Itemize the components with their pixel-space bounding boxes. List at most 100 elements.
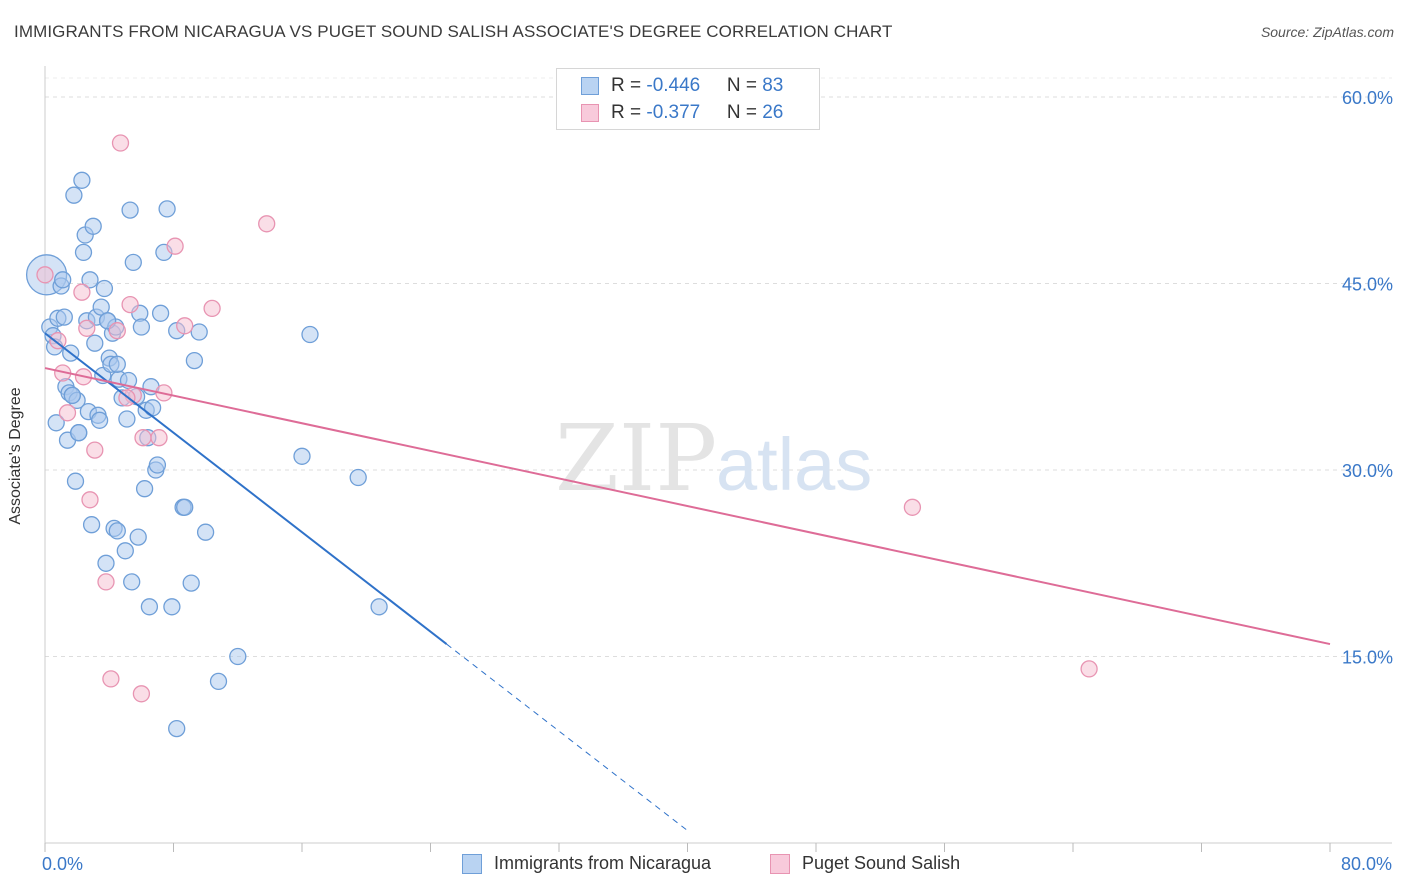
grid-lines bbox=[45, 77, 1392, 657]
data-point bbox=[49, 332, 67, 350]
data-point bbox=[81, 491, 99, 509]
r-label: R = bbox=[611, 75, 647, 96]
n-label: N = bbox=[726, 75, 763, 96]
watermark-atlas: atlas bbox=[716, 423, 872, 506]
data-point bbox=[182, 574, 200, 592]
series-legend: Immigrants from Nicaragua Puget Sound Sa… bbox=[0, 852, 1406, 878]
data-point bbox=[258, 215, 276, 233]
data-point bbox=[108, 522, 126, 540]
r-label: R = bbox=[611, 102, 647, 123]
data-point bbox=[82, 516, 101, 534]
data-point bbox=[158, 200, 176, 218]
data-point bbox=[102, 670, 120, 688]
legend-swatch-pink bbox=[770, 854, 790, 874]
source-credit: Source: ZipAtlas.com bbox=[1260, 24, 1394, 40]
n-value: 83 bbox=[762, 75, 784, 96]
data-point bbox=[70, 424, 88, 442]
data-point bbox=[66, 472, 85, 490]
data-point bbox=[229, 647, 247, 666]
n-value: 26 bbox=[762, 102, 784, 123]
data-point bbox=[135, 480, 154, 498]
legend-label-nicaragua: Immigrants from Nicaragua bbox=[494, 853, 712, 873]
stats-swatch-blue bbox=[581, 77, 599, 95]
x-tick-min: 0.0% bbox=[42, 854, 84, 874]
data-point bbox=[111, 134, 130, 152]
n-label: N = bbox=[726, 102, 763, 123]
data-point bbox=[63, 386, 81, 405]
data-point bbox=[73, 283, 91, 301]
data-point bbox=[121, 201, 139, 219]
chart-title: IMMIGRANTS FROM NICARAGUA VS PUGET SOUND… bbox=[14, 22, 893, 41]
y-tick-label: 30.0% bbox=[1342, 461, 1393, 481]
data-point bbox=[36, 266, 54, 284]
r-value: -0.446 bbox=[646, 75, 701, 96]
axes bbox=[44, 66, 1392, 852]
data-point bbox=[47, 414, 65, 432]
legend-swatch-blue bbox=[462, 854, 482, 874]
data-point bbox=[108, 322, 126, 340]
data-point bbox=[301, 325, 319, 344]
trend-line-nicaragua-extension bbox=[446, 643, 688, 831]
y-tick-label: 60.0% bbox=[1342, 88, 1393, 108]
data-point bbox=[134, 429, 152, 447]
series-salish-points bbox=[36, 134, 1098, 703]
y-axis-label: Associate's Degree bbox=[7, 387, 24, 525]
legend-label-salish: Puget Sound Salish bbox=[802, 853, 961, 873]
watermark: ZIP atlas bbox=[555, 405, 872, 512]
data-point bbox=[86, 441, 104, 459]
y-tick-label: 15.0% bbox=[1342, 648, 1393, 668]
data-point bbox=[123, 573, 141, 591]
data-point bbox=[118, 410, 136, 428]
data-point bbox=[903, 498, 922, 516]
data-point bbox=[150, 429, 168, 447]
stats-swatch-pink bbox=[581, 104, 599, 122]
data-point bbox=[163, 598, 181, 616]
data-point bbox=[148, 456, 167, 474]
data-point bbox=[185, 351, 204, 370]
data-point bbox=[65, 186, 83, 204]
data-point bbox=[209, 672, 228, 691]
data-point bbox=[176, 317, 194, 335]
data-point bbox=[97, 554, 115, 572]
data-point bbox=[151, 304, 170, 322]
data-point bbox=[124, 253, 142, 272]
data-point bbox=[108, 355, 126, 373]
data-point bbox=[84, 217, 102, 235]
data-point bbox=[58, 404, 77, 422]
trend-line-salish bbox=[44, 367, 1331, 646]
data-point bbox=[166, 237, 184, 255]
data-point bbox=[86, 334, 104, 352]
trend-lines bbox=[44, 332, 1331, 831]
data-point bbox=[90, 411, 109, 429]
y-tick-label: 45.0% bbox=[1342, 275, 1393, 295]
data-point bbox=[132, 318, 151, 336]
data-point bbox=[349, 468, 367, 487]
r-value: -0.377 bbox=[646, 102, 701, 123]
data-point bbox=[176, 498, 194, 516]
y-tick-labels: 15.0% 30.0% 45.0% 60.0% bbox=[1342, 88, 1393, 668]
data-point bbox=[196, 523, 215, 541]
data-point bbox=[168, 719, 186, 738]
data-point bbox=[95, 279, 114, 298]
data-point bbox=[97, 573, 115, 591]
data-point bbox=[54, 271, 72, 289]
data-point bbox=[129, 528, 147, 546]
data-point bbox=[74, 243, 93, 262]
data-point bbox=[78, 319, 96, 337]
data-point bbox=[73, 171, 91, 189]
data-point bbox=[140, 598, 159, 616]
data-point bbox=[370, 598, 388, 616]
data-point bbox=[132, 685, 151, 703]
data-point bbox=[121, 295, 139, 314]
data-point bbox=[116, 542, 134, 560]
data-point bbox=[1080, 660, 1098, 678]
series-nicaragua-points bbox=[25, 171, 388, 738]
data-point bbox=[203, 299, 221, 318]
stats-legend: R = -0.446 N = 83 R = -0.377 N = 26 bbox=[556, 68, 820, 130]
data-point bbox=[293, 447, 311, 465]
data-point bbox=[81, 271, 99, 289]
trend-line-nicaragua bbox=[44, 332, 448, 645]
x-tick-max: 80.0% bbox=[1340, 854, 1392, 874]
data-point bbox=[190, 323, 208, 341]
